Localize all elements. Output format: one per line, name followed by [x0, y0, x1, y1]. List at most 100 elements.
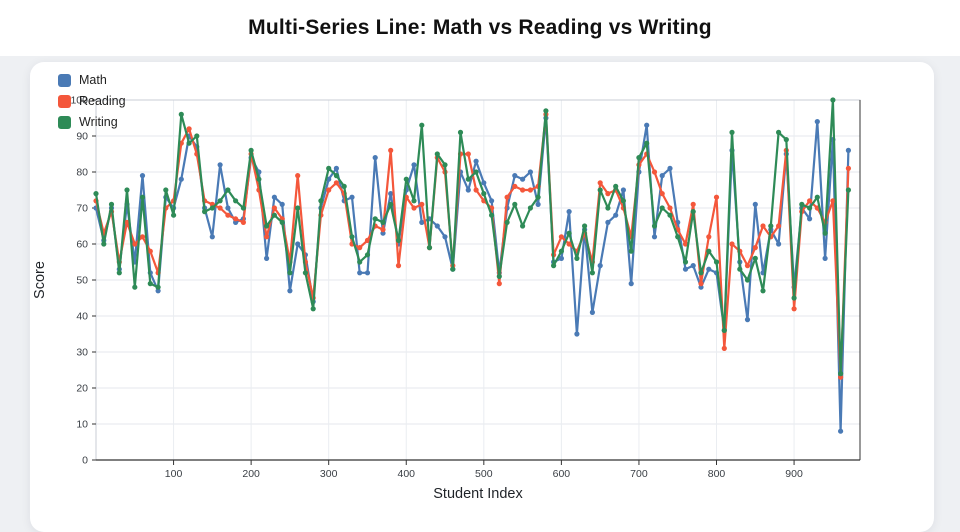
writing-marker — [217, 198, 223, 204]
y-tick-label: 100 — [70, 95, 88, 107]
writing-marker — [248, 147, 254, 153]
writing-marker — [434, 151, 440, 157]
writing-marker — [574, 255, 580, 261]
math-marker — [264, 255, 270, 261]
reading-marker — [264, 234, 270, 240]
math-marker — [489, 198, 495, 204]
reading-marker — [147, 248, 153, 254]
math-marker — [527, 169, 533, 175]
x-tick-label: 900 — [785, 468, 803, 480]
writing-marker — [620, 198, 627, 204]
writing-marker — [752, 255, 758, 261]
reading-marker — [527, 187, 533, 193]
math-marker — [442, 234, 448, 240]
math-marker — [512, 173, 518, 179]
reading-marker — [791, 306, 797, 312]
reading-marker — [186, 126, 192, 132]
math-marker — [217, 162, 223, 168]
legend-label: Writing — [79, 115, 118, 129]
reading-marker — [721, 345, 727, 351]
y-tick-label: 40 — [76, 311, 88, 323]
reading-marker — [132, 241, 138, 247]
legend-swatch-icon — [58, 73, 71, 87]
chart-canvas: 100 200 300 400 500 600 700 800 900 0 10 20 30 40 50 60… — [32, 95, 861, 500]
x-axis-label: Student Index — [433, 486, 523, 500]
writing-marker — [202, 209, 208, 215]
reading-marker — [597, 180, 603, 186]
y-tick-label: 0 — [82, 455, 88, 467]
math-marker — [481, 180, 487, 186]
writing-marker — [644, 140, 650, 146]
math-marker — [690, 263, 696, 269]
reading-marker — [512, 183, 518, 189]
reading-marker — [830, 198, 836, 204]
y-axis-label: Score — [32, 261, 48, 299]
reading-marker — [752, 245, 758, 251]
math-marker — [597, 263, 603, 269]
writing-marker — [124, 187, 130, 193]
math-marker — [434, 223, 440, 229]
reading-marker — [651, 169, 658, 175]
writing-marker — [287, 270, 293, 276]
writing-marker — [830, 97, 836, 103]
writing-marker — [737, 266, 743, 272]
math-marker — [613, 212, 619, 218]
writing-marker — [279, 219, 285, 225]
legend-swatch-icon — [58, 94, 71, 108]
math-marker — [279, 201, 285, 207]
math-marker — [644, 122, 650, 128]
writing-marker — [139, 194, 146, 200]
x-tick-label: 400 — [397, 468, 415, 480]
legend-label: Reading — [79, 94, 126, 108]
writing-marker — [264, 223, 270, 229]
writing-marker — [551, 263, 557, 269]
writing-marker — [186, 140, 192, 146]
math-marker — [209, 234, 215, 240]
reading-marker — [419, 201, 425, 207]
reading-marker — [845, 165, 852, 171]
writing-marker — [233, 198, 239, 204]
y-tick-label: 90 — [76, 131, 88, 143]
writing-marker — [450, 266, 456, 272]
chart-legend: Math Reading Writing — [58, 72, 126, 130]
writing-marker — [807, 205, 813, 211]
writing-marker — [543, 108, 549, 114]
math-marker — [752, 201, 758, 207]
writing-marker — [838, 371, 844, 377]
writing-marker — [791, 295, 797, 301]
writing-marker — [116, 270, 122, 276]
reading-marker — [659, 191, 665, 197]
writing-marker — [256, 176, 262, 182]
reading-marker — [667, 205, 673, 211]
math-marker — [807, 216, 813, 222]
writing-marker — [132, 284, 138, 290]
math-marker — [620, 187, 627, 193]
reading-marker — [729, 241, 735, 247]
reading-marker — [364, 237, 371, 243]
reading-marker — [124, 219, 130, 225]
reading-marker — [760, 223, 766, 229]
y-tick-label: 50 — [76, 275, 88, 287]
writing-marker — [776, 129, 782, 135]
writing-marker — [822, 230, 828, 236]
writing-marker — [605, 205, 611, 211]
writing-marker — [706, 248, 712, 254]
reading-marker — [776, 223, 782, 229]
reading-marker — [496, 281, 502, 287]
writing-marker — [178, 111, 184, 117]
math-marker — [682, 266, 689, 272]
math-marker — [233, 219, 239, 225]
reading-marker — [333, 180, 339, 186]
writing-marker — [411, 198, 417, 204]
reading-marker — [713, 194, 720, 200]
writing-marker — [783, 137, 789, 143]
math-marker — [225, 205, 231, 211]
math-marker — [845, 147, 852, 153]
writing-marker — [457, 129, 464, 135]
math-marker — [574, 331, 580, 337]
reading-marker — [139, 234, 146, 240]
math-marker — [667, 165, 673, 171]
reading-marker — [504, 194, 510, 200]
writing-marker — [372, 216, 378, 222]
reading-marker — [225, 212, 231, 218]
